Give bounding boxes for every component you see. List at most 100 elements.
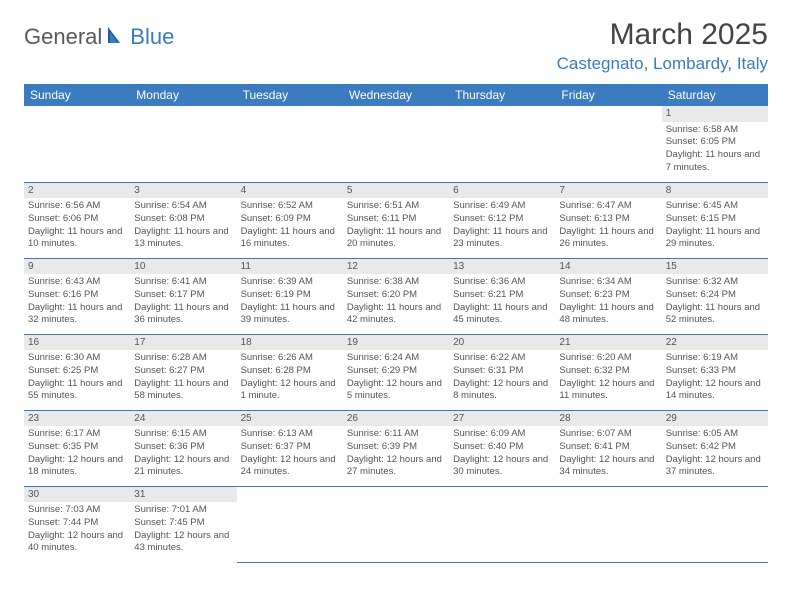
calendar-body: 1Sunrise: 6:58 AMSunset: 6:05 PMDaylight… bbox=[24, 106, 768, 562]
sunset-line: Sunset: 6:24 PM bbox=[666, 289, 764, 302]
weekday-header: Tuesday bbox=[237, 84, 343, 106]
sunrise-line: Sunrise: 6:56 AM bbox=[28, 200, 126, 213]
daylight-line: Daylight: 11 hours and 52 minutes. bbox=[666, 302, 764, 328]
title-block: March 2025 Castegnato, Lombardy, Italy bbox=[557, 18, 768, 74]
daylight-line: Daylight: 11 hours and 55 minutes. bbox=[28, 378, 126, 404]
calendar-day-cell: 15Sunrise: 6:32 AMSunset: 6:24 PMDayligh… bbox=[662, 258, 768, 334]
sunset-line: Sunset: 6:05 PM bbox=[666, 136, 764, 149]
sunrise-line: Sunrise: 6:20 AM bbox=[559, 352, 657, 365]
day-number: 3 bbox=[130, 183, 236, 199]
calendar-day-cell: 12Sunrise: 6:38 AMSunset: 6:20 PMDayligh… bbox=[343, 258, 449, 334]
calendar-day-cell: 27Sunrise: 6:09 AMSunset: 6:40 PMDayligh… bbox=[449, 410, 555, 486]
sunrise-line: Sunrise: 6:24 AM bbox=[347, 352, 445, 365]
sunrise-line: Sunrise: 6:41 AM bbox=[134, 276, 232, 289]
daylight-line: Daylight: 11 hours and 45 minutes. bbox=[453, 302, 551, 328]
calendar-empty-cell bbox=[449, 106, 555, 182]
sunset-line: Sunset: 6:20 PM bbox=[347, 289, 445, 302]
day-number: 12 bbox=[343, 259, 449, 275]
day-number: 6 bbox=[449, 183, 555, 199]
daylight-line: Daylight: 11 hours and 23 minutes. bbox=[453, 226, 551, 252]
day-number: 15 bbox=[662, 259, 768, 275]
day-number: 31 bbox=[130, 487, 236, 503]
daylight-line: Daylight: 12 hours and 24 minutes. bbox=[241, 454, 339, 480]
calendar-empty-cell bbox=[237, 106, 343, 182]
sunset-line: Sunset: 6:29 PM bbox=[347, 365, 445, 378]
day-number: 2 bbox=[24, 183, 130, 199]
daylight-line: Daylight: 12 hours and 18 minutes. bbox=[28, 454, 126, 480]
day-number: 26 bbox=[343, 411, 449, 427]
sunrise-line: Sunrise: 6:13 AM bbox=[241, 428, 339, 441]
sunset-line: Sunset: 6:28 PM bbox=[241, 365, 339, 378]
sunrise-line: Sunrise: 6:11 AM bbox=[347, 428, 445, 441]
sunset-line: Sunset: 6:16 PM bbox=[28, 289, 126, 302]
sunrise-line: Sunrise: 6:32 AM bbox=[666, 276, 764, 289]
daylight-line: Daylight: 12 hours and 40 minutes. bbox=[28, 530, 126, 556]
sunset-line: Sunset: 6:11 PM bbox=[347, 213, 445, 226]
calendar-day-cell: 11Sunrise: 6:39 AMSunset: 6:19 PMDayligh… bbox=[237, 258, 343, 334]
logo: General Blue bbox=[24, 24, 174, 50]
sunset-line: Sunset: 6:25 PM bbox=[28, 365, 126, 378]
day-number: 30 bbox=[24, 487, 130, 503]
sunset-line: Sunset: 6:21 PM bbox=[453, 289, 551, 302]
weekday-header: Monday bbox=[130, 84, 236, 106]
calendar-week-row: 9Sunrise: 6:43 AMSunset: 6:16 PMDaylight… bbox=[24, 258, 768, 334]
calendar-empty-cell bbox=[555, 106, 661, 182]
daylight-line: Daylight: 12 hours and 30 minutes. bbox=[453, 454, 551, 480]
daylight-line: Daylight: 12 hours and 37 minutes. bbox=[666, 454, 764, 480]
calendar-day-cell: 23Sunrise: 6:17 AMSunset: 6:35 PMDayligh… bbox=[24, 410, 130, 486]
sunrise-line: Sunrise: 6:17 AM bbox=[28, 428, 126, 441]
daylight-line: Daylight: 11 hours and 29 minutes. bbox=[666, 226, 764, 252]
calendar-day-cell: 14Sunrise: 6:34 AMSunset: 6:23 PMDayligh… bbox=[555, 258, 661, 334]
sunset-line: Sunset: 7:44 PM bbox=[28, 517, 126, 530]
calendar-day-cell: 31Sunrise: 7:01 AMSunset: 7:45 PMDayligh… bbox=[130, 486, 236, 562]
day-number: 24 bbox=[130, 411, 236, 427]
sunrise-line: Sunrise: 6:52 AM bbox=[241, 200, 339, 213]
daylight-line: Daylight: 11 hours and 48 minutes. bbox=[559, 302, 657, 328]
day-number: 25 bbox=[237, 411, 343, 427]
day-number: 29 bbox=[662, 411, 768, 427]
weekday-header: Friday bbox=[555, 84, 661, 106]
calendar-week-row: 16Sunrise: 6:30 AMSunset: 6:25 PMDayligh… bbox=[24, 334, 768, 410]
daylight-line: Daylight: 11 hours and 10 minutes. bbox=[28, 226, 126, 252]
header: General Blue March 2025 Castegnato, Lomb… bbox=[24, 18, 768, 74]
weekday-header: Saturday bbox=[662, 84, 768, 106]
weekday-header: Thursday bbox=[449, 84, 555, 106]
sunset-line: Sunset: 6:27 PM bbox=[134, 365, 232, 378]
sunrise-line: Sunrise: 6:28 AM bbox=[134, 352, 232, 365]
daylight-line: Daylight: 11 hours and 20 minutes. bbox=[347, 226, 445, 252]
day-number: 5 bbox=[343, 183, 449, 199]
calendar-day-cell: 25Sunrise: 6:13 AMSunset: 6:37 PMDayligh… bbox=[237, 410, 343, 486]
location-subtitle: Castegnato, Lombardy, Italy bbox=[557, 54, 768, 74]
daylight-line: Daylight: 12 hours and 27 minutes. bbox=[347, 454, 445, 480]
sunrise-line: Sunrise: 6:39 AM bbox=[241, 276, 339, 289]
calendar-day-cell: 16Sunrise: 6:30 AMSunset: 6:25 PMDayligh… bbox=[24, 334, 130, 410]
calendar-day-cell: 4Sunrise: 6:52 AMSunset: 6:09 PMDaylight… bbox=[237, 182, 343, 258]
calendar-day-cell: 17Sunrise: 6:28 AMSunset: 6:27 PMDayligh… bbox=[130, 334, 236, 410]
daylight-line: Daylight: 11 hours and 16 minutes. bbox=[241, 226, 339, 252]
sunrise-line: Sunrise: 6:58 AM bbox=[666, 124, 764, 137]
sunrise-line: Sunrise: 6:34 AM bbox=[559, 276, 657, 289]
sunset-line: Sunset: 6:13 PM bbox=[559, 213, 657, 226]
sunrise-line: Sunrise: 6:51 AM bbox=[347, 200, 445, 213]
daylight-line: Daylight: 11 hours and 32 minutes. bbox=[28, 302, 126, 328]
calendar-empty-cell bbox=[449, 486, 555, 562]
calendar-empty-cell bbox=[24, 106, 130, 182]
logo-text-general: General bbox=[24, 24, 102, 50]
sunset-line: Sunset: 6:40 PM bbox=[453, 441, 551, 454]
sunset-line: Sunset: 6:09 PM bbox=[241, 213, 339, 226]
calendar-day-cell: 21Sunrise: 6:20 AMSunset: 6:32 PMDayligh… bbox=[555, 334, 661, 410]
sunrise-line: Sunrise: 6:09 AM bbox=[453, 428, 551, 441]
page-title: March 2025 bbox=[557, 18, 768, 52]
sunset-line: Sunset: 6:12 PM bbox=[453, 213, 551, 226]
sunset-line: Sunset: 6:31 PM bbox=[453, 365, 551, 378]
sunset-line: Sunset: 6:17 PM bbox=[134, 289, 232, 302]
day-number: 4 bbox=[237, 183, 343, 199]
sunrise-line: Sunrise: 6:54 AM bbox=[134, 200, 232, 213]
sunrise-line: Sunrise: 6:26 AM bbox=[241, 352, 339, 365]
sunrise-line: Sunrise: 6:43 AM bbox=[28, 276, 126, 289]
logo-text-blue: Blue bbox=[130, 24, 174, 50]
day-number: 8 bbox=[662, 183, 768, 199]
daylight-line: Daylight: 12 hours and 8 minutes. bbox=[453, 378, 551, 404]
sunrise-line: Sunrise: 6:38 AM bbox=[347, 276, 445, 289]
sunrise-line: Sunrise: 6:15 AM bbox=[134, 428, 232, 441]
